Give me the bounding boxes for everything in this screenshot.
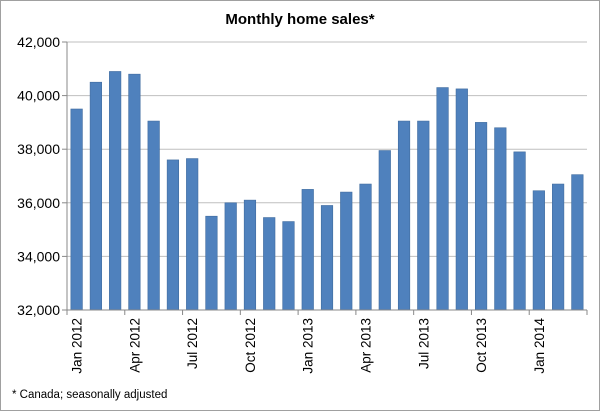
bar — [186, 158, 199, 311]
bar — [301, 189, 314, 311]
x-tick-label: Jul 2012 — [185, 318, 200, 369]
bar — [532, 190, 545, 311]
bar — [109, 71, 122, 311]
x-tick-label: Oct 2013 — [474, 318, 489, 373]
y-tick-label: 34,000 — [17, 248, 60, 264]
bar — [282, 221, 295, 311]
footnote: * Canada; seasonally adjusted — [12, 389, 168, 401]
bar — [513, 151, 526, 311]
y-tick-label: 38,000 — [17, 141, 60, 157]
y-tick-label: 40,000 — [17, 88, 60, 104]
bar — [397, 120, 411, 311]
x-tick-label: Jan 2014 — [532, 318, 547, 374]
bar — [70, 108, 83, 311]
y-tick-label: 42,000 — [17, 34, 60, 50]
bar — [205, 215, 218, 311]
bar — [436, 87, 449, 311]
bar — [147, 120, 160, 311]
y-tick-labels: 32,000 34,000 36,000 38,000 40,000 42,000 — [17, 34, 60, 318]
bar — [417, 120, 430, 311]
bar — [166, 159, 180, 311]
bar — [340, 191, 353, 311]
bar — [243, 199, 257, 311]
bar — [494, 127, 507, 311]
x-tick-label: Oct 2012 — [243, 318, 258, 373]
x-tick-label: Jul 2013 — [416, 318, 431, 369]
x-tick-label: Apr 2012 — [127, 318, 142, 373]
bar — [263, 217, 276, 311]
x-tick-label: Apr 2013 — [359, 318, 374, 373]
bars — [70, 71, 584, 311]
bar — [89, 81, 102, 311]
y-tick-label: 32,000 — [17, 302, 60, 318]
y-tick-label: 36,000 — [17, 195, 60, 211]
bar — [224, 202, 237, 311]
bar — [571, 174, 584, 311]
bar — [455, 88, 468, 311]
bar — [359, 183, 372, 311]
bar — [320, 205, 334, 311]
x-tick-labels: Jan 2012 Apr 2012 Jul 2012 Oct 2012 Jan 2013… — [70, 318, 547, 374]
x-tick-label: Jan 2012 — [70, 318, 85, 374]
bar — [128, 73, 141, 311]
bar — [552, 183, 565, 311]
axes — [66, 42, 588, 315]
bar — [378, 150, 391, 311]
x-tick-label: Jan 2013 — [301, 318, 316, 374]
bar — [474, 122, 488, 311]
chart-title: Monthly home sales* — [225, 11, 374, 28]
